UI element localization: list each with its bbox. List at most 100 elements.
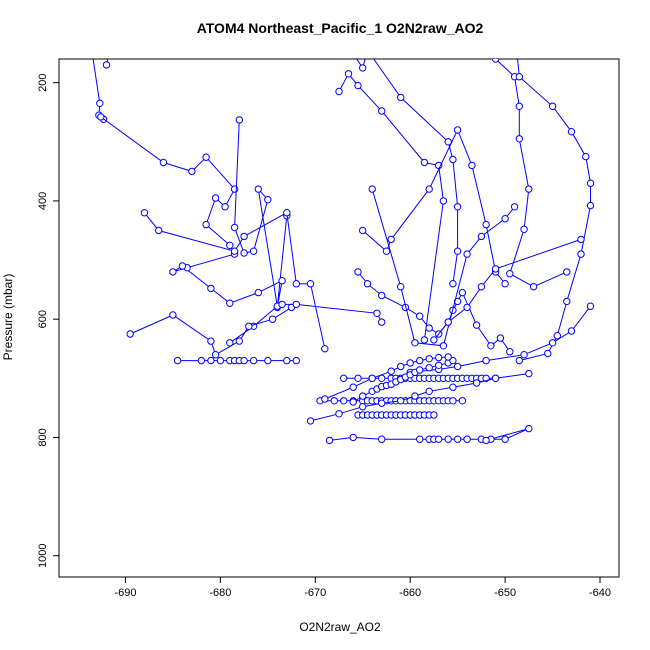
data-point (345, 44, 351, 50)
data-point (520, 351, 528, 359)
data-point (230, 223, 239, 232)
data-point (378, 318, 386, 326)
data-point (430, 411, 438, 419)
data-point (482, 220, 490, 229)
data-point (453, 435, 462, 443)
data-point (364, 47, 370, 53)
data-point (449, 280, 457, 288)
data-point (463, 250, 471, 258)
data-point (235, 337, 244, 345)
data-point (216, 356, 225, 365)
data-point (330, 397, 338, 405)
data-point (406, 359, 414, 367)
x-tick-label: -690 (114, 587, 136, 599)
data-point (344, 70, 353, 78)
y-tick-label: 200 (37, 73, 49, 91)
x-axis-label: O2N2raw_AO2 (299, 620, 381, 634)
data-point (368, 374, 376, 382)
data-point (363, 280, 372, 288)
data-point (278, 300, 286, 309)
data-point (292, 356, 300, 365)
data-point (501, 280, 509, 288)
data-point (458, 288, 467, 297)
data-point (525, 185, 533, 193)
data-point (230, 247, 239, 255)
data-point (586, 302, 595, 310)
data-point (586, 201, 595, 210)
y-tick-label: 600 (37, 310, 49, 328)
data-point (416, 312, 424, 320)
x-tick-label: -660 (399, 587, 421, 599)
data-point (226, 241, 234, 250)
data-point (582, 152, 590, 161)
data-point (359, 226, 367, 235)
data-point (515, 356, 523, 365)
data-point (159, 158, 168, 167)
data-point (207, 356, 215, 365)
data-point (453, 362, 462, 371)
data-point (359, 392, 367, 400)
data-point (529, 283, 538, 291)
data-point (506, 348, 514, 356)
y-tick-label: 400 (37, 192, 49, 210)
data-point (155, 226, 163, 235)
data-point (397, 283, 405, 291)
data-point (96, 99, 104, 108)
data-point (567, 327, 576, 335)
data-point (240, 356, 248, 365)
data-point (425, 364, 433, 372)
data-point (567, 128, 576, 136)
chart-title: ATOM4 Northeast_Pacific_1 O2N2raw_AO2 (197, 20, 484, 36)
data-point (249, 356, 258, 365)
data-point (382, 247, 391, 255)
data-point (444, 435, 452, 443)
data-point (245, 322, 253, 330)
data-point (416, 435, 424, 443)
plot-frame (58, 58, 620, 578)
data-point (544, 349, 552, 358)
data-point (349, 398, 357, 406)
data-point (501, 215, 509, 223)
data-point (506, 270, 514, 278)
data-point (349, 433, 357, 442)
data-point (482, 356, 490, 365)
data-point (548, 339, 557, 347)
data-point (472, 321, 481, 329)
data-point (340, 397, 348, 405)
data-point (563, 297, 571, 306)
data-point (249, 247, 258, 255)
x-axis: -690 -680 -670 -660 -650 -640 (114, 577, 611, 599)
data-point (520, 225, 528, 234)
data-point (240, 249, 248, 257)
data-point (458, 397, 467, 405)
data-point (373, 309, 381, 317)
data-point (188, 167, 196, 176)
series-line-10 (362, 128, 506, 285)
data-point (491, 374, 500, 382)
data-point (439, 197, 448, 205)
data-point (254, 185, 262, 193)
data-point (563, 268, 571, 276)
data-point (354, 268, 362, 276)
series-line-14 (517, 59, 591, 362)
y-axis-label: Pressure (mbar) (1, 274, 15, 361)
data-point (416, 366, 424, 374)
data-point (306, 417, 315, 425)
data-point (468, 161, 476, 170)
data-point (211, 194, 220, 202)
data-point (378, 435, 386, 443)
data-point (264, 196, 272, 204)
data-point (226, 299, 234, 307)
data-point (491, 265, 500, 273)
data-point (108, 38, 114, 44)
series-line-23 (324, 356, 449, 400)
data-point (449, 397, 457, 405)
data-point (97, 113, 105, 121)
data-point (169, 311, 177, 319)
data-point (283, 209, 291, 217)
series-line-13 (495, 59, 568, 288)
data-point (89, 50, 95, 56)
data-point (202, 220, 210, 229)
data-point (444, 353, 452, 361)
